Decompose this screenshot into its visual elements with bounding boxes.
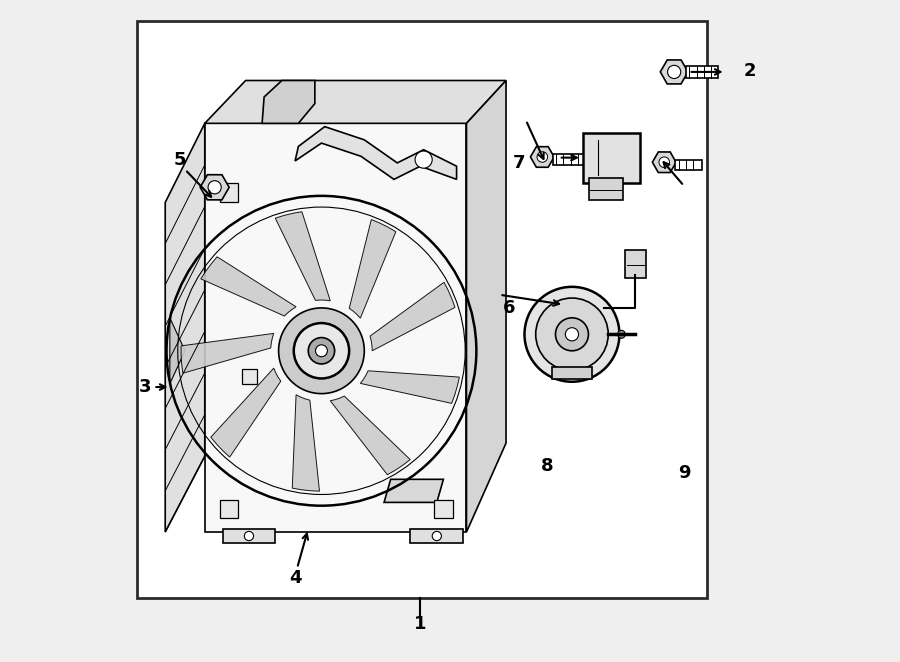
Circle shape: [316, 345, 328, 357]
Text: 7: 7: [513, 154, 526, 172]
Circle shape: [668, 66, 680, 79]
FancyBboxPatch shape: [137, 21, 707, 598]
Text: 1: 1: [414, 616, 427, 634]
Circle shape: [555, 318, 589, 351]
Polygon shape: [360, 371, 459, 403]
Polygon shape: [166, 123, 205, 532]
Text: 3: 3: [140, 378, 152, 396]
Circle shape: [208, 181, 221, 194]
Polygon shape: [292, 395, 320, 491]
FancyBboxPatch shape: [553, 154, 584, 165]
Polygon shape: [170, 318, 185, 384]
Polygon shape: [384, 479, 444, 502]
FancyBboxPatch shape: [220, 183, 238, 202]
Circle shape: [659, 157, 670, 167]
FancyBboxPatch shape: [675, 160, 703, 170]
Polygon shape: [349, 220, 396, 318]
Polygon shape: [466, 81, 506, 532]
Circle shape: [525, 287, 619, 382]
Polygon shape: [181, 334, 274, 373]
Polygon shape: [211, 368, 281, 457]
Circle shape: [537, 152, 547, 162]
FancyBboxPatch shape: [410, 529, 464, 544]
Text: 4: 4: [289, 569, 302, 587]
Polygon shape: [262, 81, 315, 123]
Text: 8: 8: [541, 457, 554, 475]
Circle shape: [565, 328, 579, 341]
Text: 6: 6: [503, 299, 516, 317]
Text: 2: 2: [743, 62, 756, 79]
FancyBboxPatch shape: [220, 500, 238, 518]
Polygon shape: [553, 367, 591, 379]
Polygon shape: [205, 123, 466, 532]
Circle shape: [244, 532, 254, 541]
Polygon shape: [330, 396, 410, 475]
FancyBboxPatch shape: [242, 369, 256, 384]
Circle shape: [279, 308, 364, 394]
Polygon shape: [295, 126, 456, 179]
Polygon shape: [205, 81, 506, 123]
Text: 9: 9: [678, 464, 690, 482]
Circle shape: [293, 323, 349, 379]
Text: 5: 5: [174, 150, 186, 169]
Polygon shape: [370, 282, 455, 351]
Circle shape: [536, 298, 608, 371]
FancyBboxPatch shape: [434, 500, 453, 518]
Polygon shape: [201, 257, 296, 316]
FancyBboxPatch shape: [590, 178, 624, 201]
FancyBboxPatch shape: [583, 132, 640, 183]
FancyBboxPatch shape: [686, 66, 717, 78]
Polygon shape: [275, 212, 330, 301]
Circle shape: [309, 338, 335, 364]
FancyBboxPatch shape: [626, 250, 646, 277]
FancyBboxPatch shape: [222, 529, 275, 544]
Circle shape: [432, 532, 441, 541]
Circle shape: [617, 330, 626, 338]
Circle shape: [415, 151, 432, 168]
